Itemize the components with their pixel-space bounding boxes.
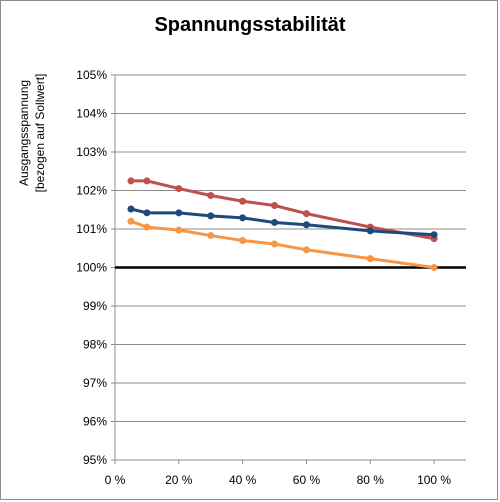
y-tick-label: 102%: [76, 184, 107, 198]
data-point: [271, 218, 279, 226]
data-point: [366, 255, 374, 263]
data-point: [127, 217, 135, 225]
y-axis-label-line-2: [bezogen auf Sollwert]: [33, 74, 47, 193]
series-2: [127, 205, 438, 239]
data-point: [143, 223, 151, 231]
data-point: [430, 264, 438, 271]
data-point: [127, 205, 135, 213]
y-tick-label: 95%: [83, 453, 107, 467]
data-point: [239, 197, 247, 205]
y-tick-label: 99%: [83, 299, 107, 313]
x-tick-label: 60 %: [293, 473, 321, 487]
y-tick-label: 97%: [83, 376, 107, 390]
y-tick-label: 104%: [76, 107, 107, 121]
axes: [111, 74, 466, 464]
data-point: [207, 192, 215, 200]
y-tick-label: 103%: [76, 145, 107, 159]
data-point: [302, 246, 310, 254]
data-point: [430, 231, 438, 239]
data-point: [302, 210, 310, 218]
x-tick-label: 100 %: [417, 473, 451, 487]
data-point: [271, 240, 279, 248]
y-tick-label: 96%: [83, 415, 107, 429]
y-tick-label: 105%: [76, 68, 107, 82]
data-point: [127, 177, 135, 185]
data-point: [175, 209, 183, 217]
data-point: [239, 237, 247, 245]
series-3: [127, 217, 438, 271]
x-tick-label: 0 %: [105, 473, 126, 487]
tick-labels: 95% 96% 97% 98% 99% 100% 101% 102% 103% 104% 105% 0…: [76, 68, 451, 487]
x-tick-label: 20 %: [165, 473, 193, 487]
data-point: [239, 214, 247, 222]
x-tick-label: 80 %: [357, 473, 385, 487]
data-point: [175, 226, 183, 234]
y-tick-label: 100%: [76, 261, 107, 275]
chart-title: Spannungsstabilität: [154, 14, 346, 36]
series-lines: [115, 177, 466, 271]
data-point: [302, 221, 310, 229]
data-point: [175, 185, 183, 193]
data-point: [207, 212, 215, 220]
data-point: [271, 202, 279, 210]
series-1: [127, 177, 438, 243]
y-tick-label: 101%: [76, 222, 107, 236]
data-point: [143, 177, 151, 185]
data-point: [366, 227, 374, 235]
data-point: [207, 232, 215, 240]
data-point: [143, 209, 151, 217]
y-axis-label-line-1: Ausgangsspannung: [17, 80, 31, 186]
x-tick-label: 40 %: [229, 473, 257, 487]
y-tick-label: 98%: [83, 338, 107, 352]
